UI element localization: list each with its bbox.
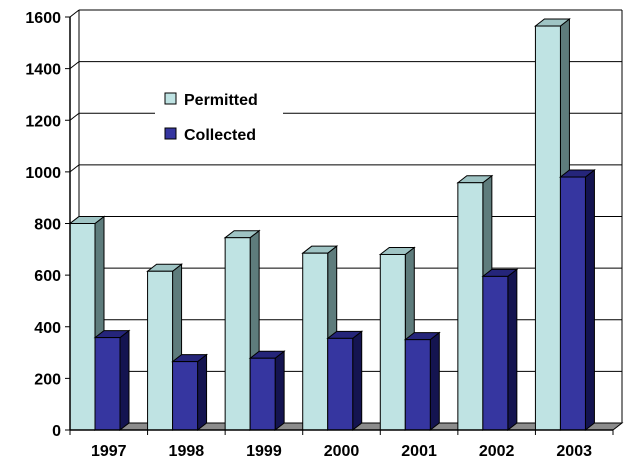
bar-front xyxy=(559,176,586,431)
x-tick-labels: 1997 1998 1999 2000 2001 2002 2003 xyxy=(69,430,614,460)
bar-front xyxy=(147,270,174,431)
bar-front xyxy=(457,182,484,431)
bar-front xyxy=(172,361,199,431)
legend-swatch-collected xyxy=(164,127,177,140)
x-tick-label: 2000 xyxy=(324,443,360,460)
gridline-depth xyxy=(69,9,80,18)
bar-collected-1998 xyxy=(171,353,209,432)
legend-label-collected: Collected xyxy=(184,127,256,144)
gridline-depth xyxy=(69,112,80,121)
x-tick-label: 1997 xyxy=(91,443,127,460)
bar-front xyxy=(224,237,251,431)
bar-side xyxy=(507,268,518,432)
bar-collected-1997 xyxy=(93,329,131,432)
bar-collected-1999 xyxy=(248,350,286,432)
bar-front xyxy=(69,223,96,431)
bar-front xyxy=(482,275,509,431)
x-tick-label: 2001 xyxy=(401,443,437,460)
bar-front xyxy=(94,337,121,431)
y-tick-label: 1600 xyxy=(25,10,61,27)
bar-side xyxy=(352,330,363,432)
bar-side xyxy=(584,169,595,432)
gridline-depth xyxy=(69,164,80,173)
bar-side xyxy=(119,329,130,432)
y-tick-label: 0 xyxy=(52,423,61,440)
bar-side xyxy=(429,331,440,432)
legend-box xyxy=(155,74,283,154)
bar-front xyxy=(302,252,329,431)
y-tick-label: 200 xyxy=(34,371,61,388)
bar-collected-2001 xyxy=(403,331,441,432)
bar-collected-2003 xyxy=(558,169,596,432)
x-tick-label: 2003 xyxy=(556,443,592,460)
y-tick-label: 1000 xyxy=(25,165,61,182)
bar-side xyxy=(197,353,208,432)
legend-label-permitted: Permitted xyxy=(184,92,258,109)
bar-side xyxy=(274,350,285,432)
y-tick-label: 400 xyxy=(34,320,61,337)
bar-front xyxy=(327,337,354,431)
y-tick-label: 800 xyxy=(34,217,61,234)
x-tick-label: 1999 xyxy=(246,443,282,460)
bar-front xyxy=(404,339,431,431)
y-tick-label: 600 xyxy=(34,268,61,285)
y-tick-label: 1200 xyxy=(25,113,61,130)
bar-front xyxy=(534,25,561,431)
x-tick-label: 2002 xyxy=(479,443,515,460)
legend: Permitted Collected xyxy=(155,74,283,154)
y-tick-labels: 0 200 400 600 800 1000 1200 1400 1600 xyxy=(25,10,70,440)
y-tick-label: 1400 xyxy=(25,62,61,79)
gridline-depth xyxy=(69,61,80,70)
bar-collected-2000 xyxy=(326,330,364,432)
bar-collected-2002 xyxy=(481,268,519,432)
bar-permitted-1999 xyxy=(223,229,261,432)
bars xyxy=(68,18,596,432)
bar-permitted-2002 xyxy=(456,174,494,432)
legend-swatch-permitted xyxy=(164,92,177,105)
bar-front xyxy=(379,253,406,431)
bar-front xyxy=(249,357,276,431)
x-tick-label: 1998 xyxy=(169,443,205,460)
